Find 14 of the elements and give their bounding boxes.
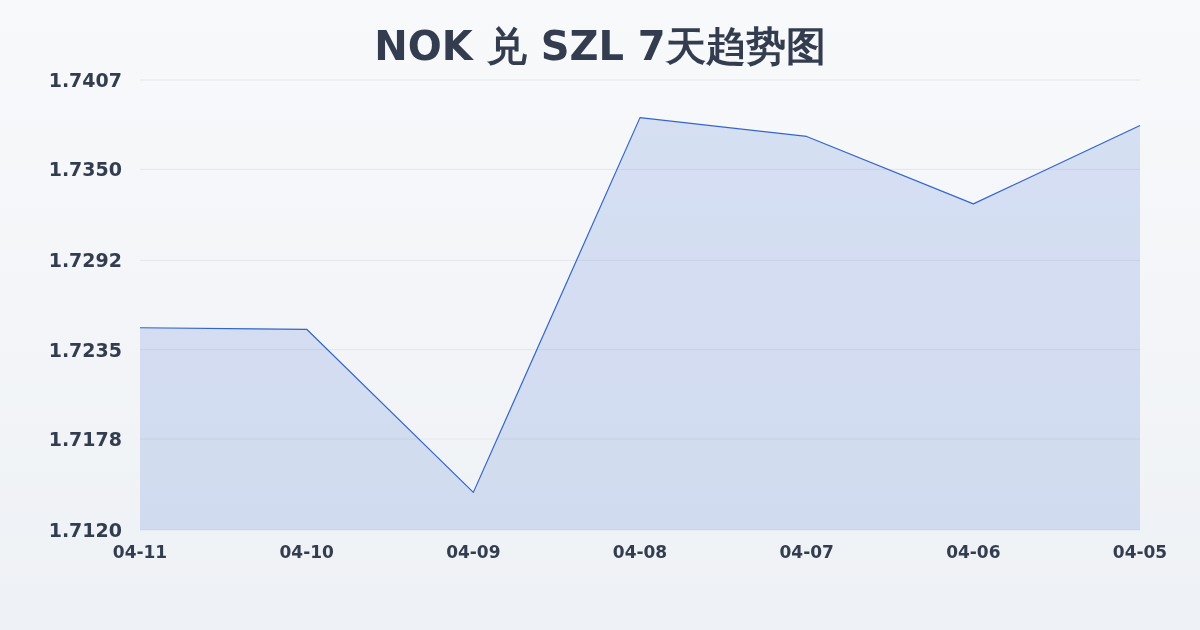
y-tick-label: 1.7120 (48, 519, 122, 541)
y-tick-label: 1.7292 (48, 249, 122, 272)
chart-title: NOK 兑 SZL 7天趋势图 (374, 23, 826, 69)
y-tick-label: 1.7350 (48, 158, 122, 181)
x-tick-label: 04-05 (1112, 542, 1168, 562)
x-tick-label: 04-10 (279, 542, 335, 562)
y-tick-label: 1.7235 (48, 338, 122, 361)
y-tick-label: 1.7407 (48, 69, 122, 91)
y-tick-label: 1.7178 (48, 428, 122, 451)
x-tick-label: 04-06 (946, 542, 1001, 562)
x-tick-label: 04-08 (612, 542, 668, 562)
x-tick-label: 04-11 (112, 542, 168, 562)
x-tick-label: 04-09 (446, 542, 501, 562)
x-tick-label: 04-07 (779, 542, 834, 562)
